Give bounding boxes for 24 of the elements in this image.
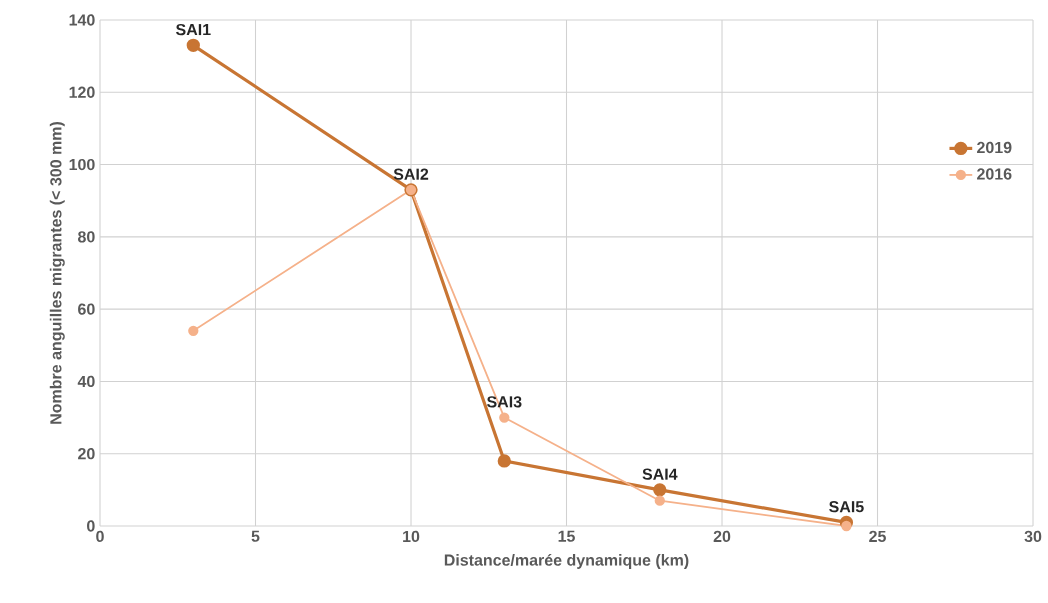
x-tick-label: 0 bbox=[96, 530, 104, 543]
y-tick-label: 60 bbox=[78, 303, 95, 315]
annotation: SAI5 bbox=[829, 501, 864, 513]
x-tick-label: 30 bbox=[1024, 530, 1042, 543]
legend-label: 2019 bbox=[977, 141, 1012, 154]
annotation: SAI3 bbox=[486, 396, 522, 408]
y-tick-label: 120 bbox=[69, 86, 95, 98]
y-tick-label: 40 bbox=[77, 375, 95, 388]
x-axis-title: Distance/marée dynamique (km) bbox=[444, 553, 689, 569]
annotation: SAI4 bbox=[642, 468, 678, 480]
y-axis-title: Nombre anguilles migrantes (< 300 mm) bbox=[49, 121, 65, 424]
annotation: SAI2 bbox=[393, 168, 429, 180]
x-tick-label: 15 bbox=[558, 530, 575, 542]
annotation: SAI1 bbox=[175, 23, 211, 36]
y-tick-label: 80 bbox=[78, 231, 95, 243]
x-tick-label: 10 bbox=[403, 530, 420, 543]
x-tick-label: 5 bbox=[251, 530, 260, 542]
y-tick-label: 0 bbox=[87, 520, 95, 532]
y-tick-label: 140 bbox=[69, 14, 95, 26]
y-tick-label: 20 bbox=[78, 448, 95, 460]
legend-label: 2016 bbox=[977, 168, 1012, 180]
y-tick-label: 100 bbox=[69, 158, 95, 171]
x-tick-label: 20 bbox=[713, 530, 731, 543]
x-tick-label: 25 bbox=[869, 530, 886, 543]
